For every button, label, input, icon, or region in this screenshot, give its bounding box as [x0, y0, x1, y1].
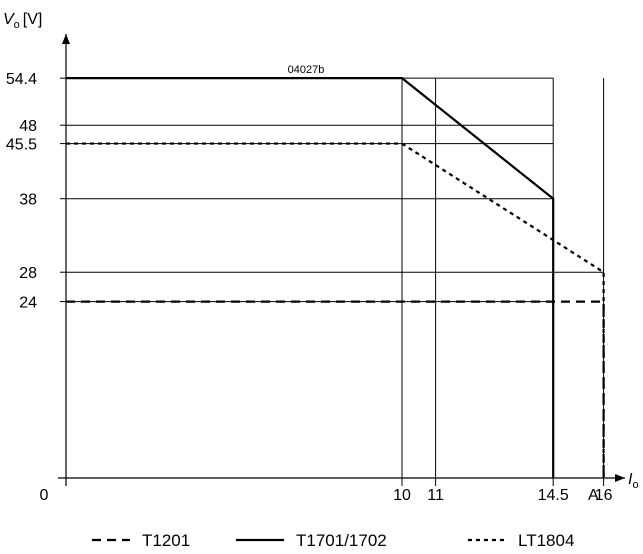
axis-labels: 54.4 48 45.5 38 28 24 10 11 14.5 16 0 A Vo [V] Io 04027… — [3, 11, 639, 504]
legend-label: T1701/1702 — [296, 531, 387, 550]
x-tick-label: 10 — [393, 487, 411, 504]
y-axis-title: Vo [V] — [3, 11, 42, 31]
legend: T1201 T1701/1702 LT1804 — [92, 531, 574, 550]
x-axis-title: Io — [628, 471, 639, 491]
series-line-t1701-1702 — [66, 77, 555, 478]
x-unit-label: A — [588, 487, 599, 504]
x-axis-arrow — [615, 474, 625, 482]
x-tick-label: 11 — [427, 487, 444, 504]
y-tick-label: 28 — [19, 265, 37, 282]
data-series — [66, 77, 605, 478]
series-line-lt1804 — [66, 142, 605, 478]
gridlines — [66, 77, 605, 486]
y-tick-label: 48 — [19, 118, 37, 135]
y-tick-label: 24 — [19, 295, 37, 312]
y-tick-label: 38 — [19, 192, 37, 209]
legend-label: LT1804 — [518, 531, 574, 550]
x-tick-label: 14.5 — [538, 487, 569, 504]
x-tick-label: 16 — [595, 487, 613, 504]
legend-label: T1201 — [142, 531, 190, 550]
y-tick-label: 45.5 — [6, 137, 37, 154]
y-tick-label: 54.4 — [6, 71, 37, 88]
origin-label: 0 — [40, 487, 49, 504]
series-line-t1201 — [66, 300, 605, 478]
figure-code-label: 04027b — [288, 64, 325, 76]
axes — [58, 34, 625, 486]
y-axis-arrow — [62, 34, 70, 44]
